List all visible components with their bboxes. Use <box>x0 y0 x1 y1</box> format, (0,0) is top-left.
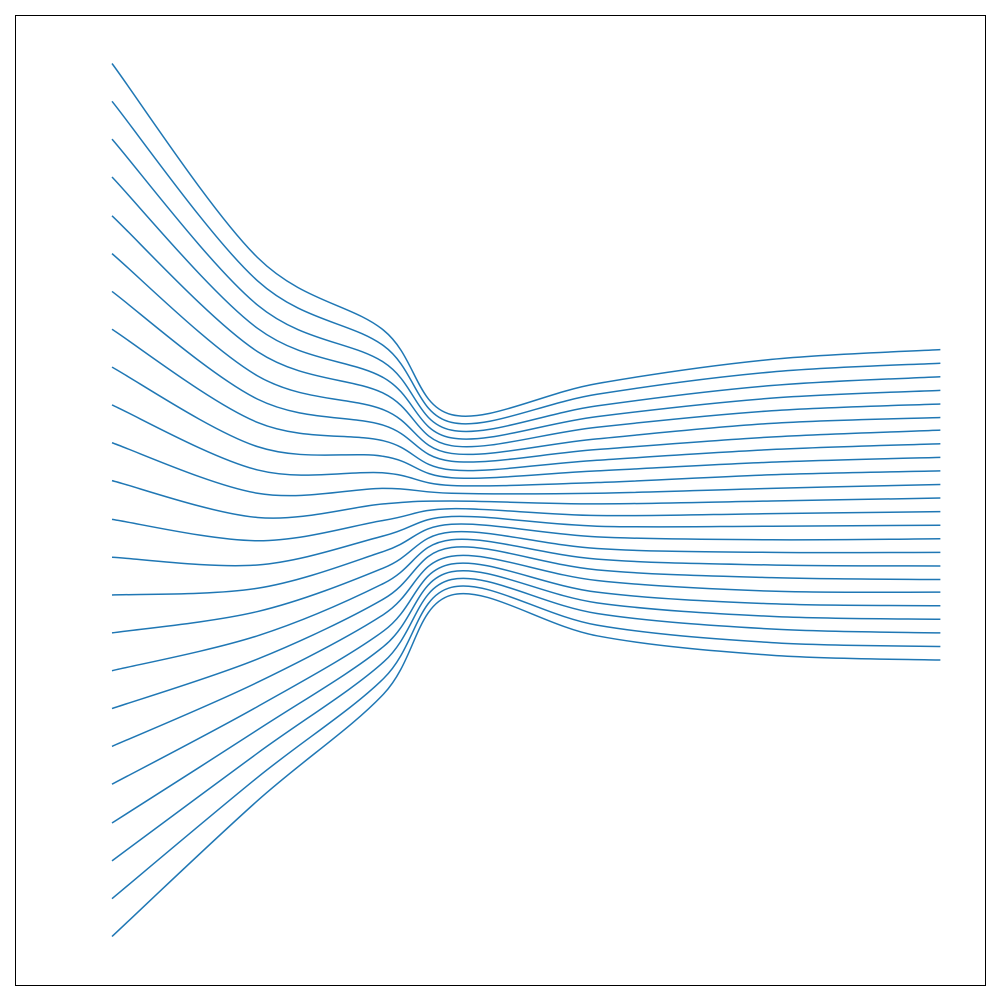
trajectory-line <box>111 479 941 519</box>
trajectory-line <box>111 215 941 448</box>
trajectory-line <box>111 442 941 497</box>
trajectory-line <box>111 577 941 862</box>
trajectory-line <box>111 592 941 938</box>
trajectory-line <box>111 328 941 472</box>
trajectory-line <box>111 63 941 417</box>
trajectory-line <box>111 538 941 672</box>
trajectory-line <box>111 585 941 900</box>
trajectory-line <box>111 138 941 433</box>
trajectory-line <box>111 176 941 440</box>
trajectory-line <box>111 523 941 596</box>
trajectory-line <box>111 546 941 710</box>
trajectory-line <box>111 562 941 785</box>
trajectory-line <box>111 100 941 425</box>
trajectory-line <box>111 554 941 748</box>
trajectory-line <box>111 404 941 487</box>
trajectory-line <box>111 366 941 479</box>
trajectory-line <box>111 507 941 542</box>
trajectory-line <box>111 570 941 824</box>
trajectory-line <box>111 515 941 567</box>
trajectory-line <box>111 290 941 463</box>
trajectory-line <box>111 530 941 634</box>
trajectory-line <box>111 253 941 456</box>
